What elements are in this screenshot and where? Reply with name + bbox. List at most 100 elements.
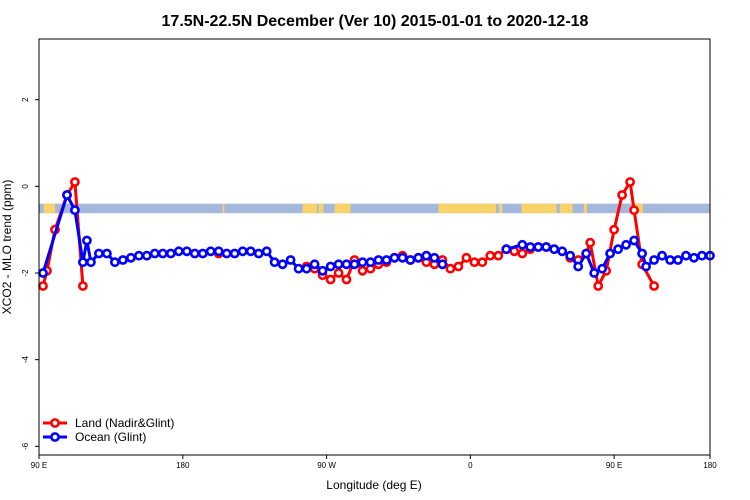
data-point	[245, 246, 256, 257]
data-point	[261, 246, 272, 257]
data-point	[269, 257, 280, 268]
data-point	[681, 250, 691, 261]
data-point	[277, 259, 288, 270]
plot-frame	[38, 38, 711, 456]
data-point	[665, 255, 675, 265]
data-point	[38, 281, 48, 291]
data-point	[585, 237, 596, 248]
data-point	[657, 250, 667, 261]
data-point	[533, 242, 544, 252]
data-point	[293, 263, 304, 274]
data-point	[197, 248, 208, 259]
data-point	[565, 250, 576, 261]
ocean-band	[39, 203, 710, 214]
data-point	[365, 257, 376, 268]
x-tick-label: 90 W	[317, 461, 336, 470]
y-tick-label: 0	[21, 184, 30, 189]
data-point	[381, 255, 392, 265]
x-tick-label: 90 E	[31, 461, 47, 470]
series-layer	[38, 177, 715, 291]
data-point	[421, 250, 432, 261]
data-point	[625, 177, 635, 187]
data-point	[118, 255, 128, 265]
land-segment	[583, 203, 587, 214]
land-segment	[43, 203, 55, 214]
series-land	[38, 177, 659, 291]
y-axis: 2 0 -2 -4 -6	[21, 97, 39, 450]
data-point	[405, 255, 416, 265]
data-point	[469, 257, 480, 268]
data-point	[525, 242, 536, 252]
y-tick-label: 2	[21, 97, 30, 102]
data-point	[581, 248, 592, 259]
data-point	[629, 205, 639, 216]
y-tick-label: -2	[21, 269, 30, 277]
data-point	[149, 248, 160, 259]
data-point	[78, 281, 88, 291]
data-point	[237, 246, 248, 257]
series-ocean	[38, 190, 715, 278]
data-point	[477, 257, 488, 268]
land-segment	[521, 203, 557, 214]
data-point	[689, 252, 699, 263]
data-point	[437, 259, 448, 270]
data-point	[173, 246, 184, 257]
x-tick-label: 180	[176, 461, 190, 470]
data-point	[485, 250, 496, 261]
land-segment	[334, 203, 351, 214]
data-point	[357, 265, 368, 276]
data-point	[617, 190, 627, 200]
data-point	[325, 261, 336, 272]
data-point	[189, 248, 200, 259]
data-point	[341, 274, 352, 285]
y-tick-label: -4	[21, 356, 30, 364]
data-point	[213, 246, 224, 257]
y-tick-label: -6	[21, 442, 30, 450]
land-segment	[302, 203, 317, 214]
x-tick-label: 90 E	[606, 461, 622, 470]
legend-label: Land (Nadir&Glint)	[75, 416, 174, 430]
data-point	[181, 246, 192, 257]
data-point	[94, 248, 104, 259]
x-tick-label: 0	[468, 461, 473, 470]
data-point	[413, 252, 424, 263]
land-segment	[438, 203, 496, 214]
data-point	[349, 259, 360, 270]
data-point	[157, 248, 168, 259]
land-segment	[222, 203, 225, 214]
data-point	[389, 252, 400, 263]
data-point	[221, 248, 232, 259]
data-point	[141, 250, 152, 261]
data-point	[649, 255, 659, 265]
data-point	[102, 248, 112, 259]
land-segment	[559, 203, 573, 214]
x-axis: 90 E 180 90 W 0 90 E 180	[31, 455, 717, 470]
data-point	[445, 263, 456, 274]
data-point	[429, 252, 440, 263]
data-point	[637, 248, 647, 259]
data-point	[301, 263, 312, 274]
data-point	[517, 239, 528, 250]
data-point	[573, 261, 584, 272]
data-point	[461, 252, 472, 263]
data-point	[285, 255, 296, 265]
data-point	[82, 235, 92, 246]
legend: Land (Nadir&Glint)Ocean (Glint)	[43, 416, 174, 444]
data-point	[125, 252, 136, 263]
data-point	[493, 250, 504, 261]
data-point	[673, 255, 683, 265]
data-point	[629, 235, 639, 246]
data-point	[557, 246, 568, 257]
land-segment	[318, 203, 324, 214]
data-point	[341, 259, 352, 270]
data-point	[517, 248, 528, 259]
data-point	[253, 248, 264, 259]
data-point	[549, 244, 560, 255]
data-point	[333, 268, 344, 278]
data-point	[541, 242, 552, 252]
data-point	[86, 257, 96, 268]
land-segment	[499, 203, 503, 214]
legend-swatch-marker	[50, 432, 60, 442]
data-point	[453, 261, 464, 272]
